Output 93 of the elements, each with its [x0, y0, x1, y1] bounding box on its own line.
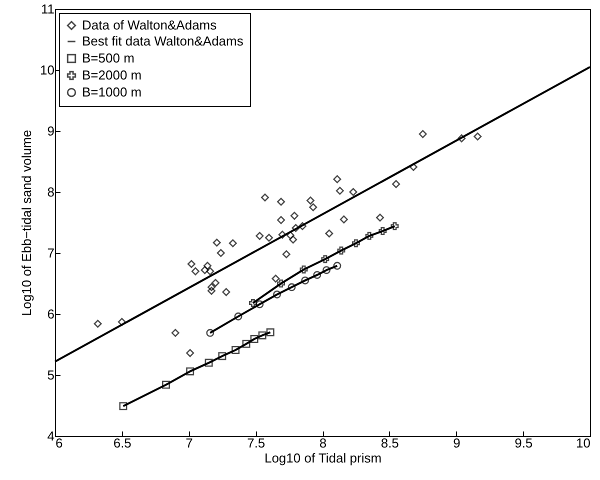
point [333, 175, 342, 184]
point [378, 227, 387, 236]
point [191, 267, 200, 276]
point [286, 231, 294, 240]
y-tick-label: 5 [47, 368, 54, 382]
point [278, 230, 286, 239]
point [352, 239, 360, 248]
legend-label: B=2000 m [82, 68, 142, 82]
point [272, 274, 280, 283]
point [273, 290, 282, 298]
x-tick-label: 8.5 [380, 436, 399, 450]
y-tick-label: 8 [47, 184, 54, 200]
y-tick-label: 9 [47, 124, 54, 138]
point [206, 267, 214, 276]
point [325, 229, 334, 238]
point [204, 358, 213, 367]
point [187, 260, 196, 268]
point [390, 222, 399, 230]
y-tick-label: 11 [41, 2, 54, 16]
point [340, 215, 348, 224]
point [300, 265, 308, 274]
point [207, 286, 216, 295]
point [298, 222, 306, 230]
legend-label: Best fit data Walton&Adams [82, 34, 244, 48]
point [306, 196, 314, 205]
point [289, 236, 298, 244]
point [336, 186, 344, 195]
point [248, 299, 257, 308]
point [288, 283, 296, 292]
point [313, 270, 322, 279]
point [333, 262, 342, 270]
point [94, 320, 102, 328]
x-tick-label: 9 [453, 436, 460, 450]
point [277, 198, 286, 206]
point [200, 266, 209, 274]
legend-label: B=1000 m [82, 84, 142, 100]
point [207, 283, 216, 292]
point [211, 278, 220, 287]
point [242, 340, 250, 348]
point [337, 246, 346, 255]
y-axis-title: Log10 of Ebb−tidal sand volume [19, 130, 34, 316]
x-tick-label: 8 [319, 436, 327, 450]
point [212, 238, 221, 247]
point [186, 349, 194, 358]
point [234, 312, 242, 320]
x-tick-label: 6.5 [113, 436, 132, 450]
point [162, 380, 170, 389]
x-axis-title: Log10 of Tidal prism [264, 450, 382, 466]
point [258, 331, 266, 340]
point [171, 328, 180, 337]
x-tick-label: 10 [576, 436, 590, 450]
point [256, 232, 264, 240]
x-tick-label: 7.5 [247, 436, 266, 450]
x-tick-label: 9.5 [514, 436, 533, 450]
point [349, 188, 358, 196]
x-tick-label: 7 [186, 436, 193, 450]
legend-label: B=500 m [82, 50, 134, 66]
point [277, 279, 286, 288]
point [118, 318, 126, 326]
point [264, 234, 274, 242]
point [222, 288, 230, 296]
point [376, 214, 384, 222]
point [418, 130, 427, 138]
point [474, 132, 482, 140]
y-tick-label: 6 [47, 306, 54, 322]
point [277, 216, 286, 224]
point [119, 402, 128, 410]
y-tick-label: 4 [47, 428, 54, 444]
point [282, 250, 290, 258]
point [409, 162, 418, 171]
point [203, 262, 212, 270]
point [292, 224, 300, 232]
point [218, 352, 226, 360]
point [232, 346, 240, 354]
point [266, 328, 274, 336]
point [365, 232, 374, 240]
point [228, 239, 237, 248]
point [186, 367, 194, 376]
point [301, 276, 310, 284]
point [290, 212, 298, 220]
point [260, 193, 269, 202]
point [321, 255, 330, 264]
point [206, 328, 214, 337]
point [322, 266, 331, 274]
point [256, 300, 264, 308]
point [392, 180, 400, 188]
y-tick-label: 7 [47, 246, 54, 260]
point [250, 335, 258, 344]
y-tick-label: 10 [40, 62, 54, 78]
point [216, 248, 225, 258]
legend-label: Data of Walton&Adams [82, 18, 218, 32]
point [309, 203, 318, 212]
point [458, 134, 466, 142]
